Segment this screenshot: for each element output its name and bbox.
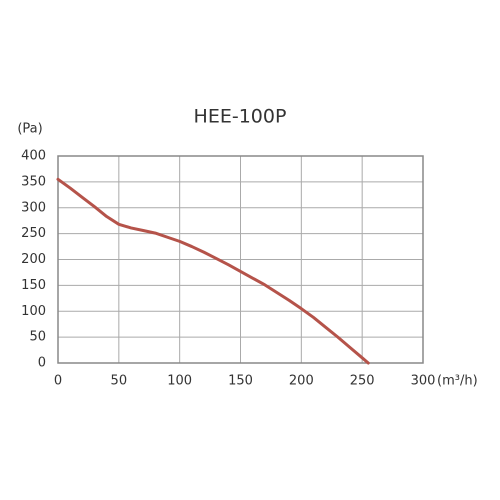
x-tick-label: 100: [167, 374, 192, 389]
y-tick-label: 250: [21, 226, 46, 241]
x-tick-label: 300: [411, 374, 436, 389]
y-tick-label: 150: [21, 278, 46, 293]
y-tick-label: 0: [38, 356, 46, 371]
y-tick-label: 300: [21, 200, 46, 215]
y-axis-label: (Pa): [17, 122, 42, 137]
chart-title: HEE-100P: [194, 106, 287, 128]
x-tick-label: 250: [350, 374, 375, 389]
y-tick-label: 350: [21, 174, 46, 189]
y-tick-label: 100: [21, 304, 46, 319]
x-tick-label: 0: [54, 374, 62, 389]
data-line: [56, 177, 370, 365]
y-tick-label: 50: [29, 330, 46, 345]
x-tick-label: 200: [289, 374, 314, 389]
x-tick-label: 150: [228, 374, 253, 389]
y-tick-label: 200: [21, 252, 46, 267]
x-axis-label: (m³/h): [437, 374, 478, 389]
y-tick-label: 400: [21, 149, 46, 164]
x-tick-label: 50: [111, 374, 128, 389]
plot-frame: [57, 155, 424, 364]
